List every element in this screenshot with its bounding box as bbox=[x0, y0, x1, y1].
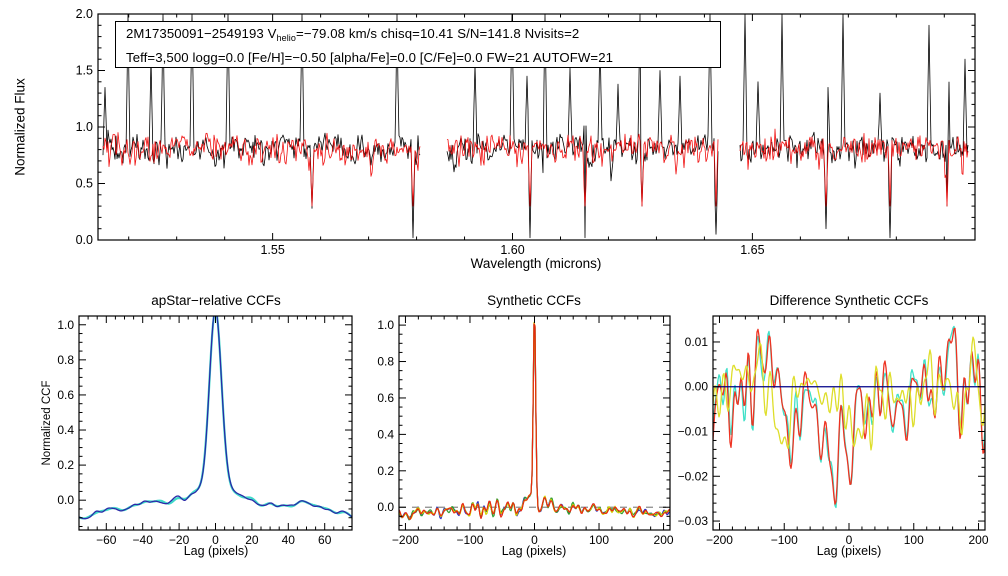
y-tick-label: −0.01 bbox=[678, 425, 709, 439]
y-tick-label: −0.02 bbox=[678, 469, 709, 483]
y-tick-label: 0.0 bbox=[377, 500, 394, 514]
panel-title-synthetic: Synthetic CCFs bbox=[487, 293, 581, 308]
synthetic-axes: −200 −100 0 100 200 0.0 0.2 0.4 0.6 0.8 1.0 bbox=[377, 315, 674, 547]
y-tick-label: 0.2 bbox=[377, 464, 394, 478]
y-tick-label: 0.5 bbox=[76, 177, 93, 191]
y-tick-label: −0.03 bbox=[678, 514, 709, 528]
x-tick-label: 40 bbox=[282, 533, 296, 547]
x-tick-label: 0 bbox=[212, 533, 219, 547]
y-tick-label: 0.8 bbox=[57, 353, 74, 367]
annotation-line1-stats: =−79.08 km/s chisq=10.41 S/N=141.8 Nvisi… bbox=[296, 26, 580, 41]
spectrum-plot-area bbox=[102, 14, 969, 239]
y-tick-label: 1.0 bbox=[76, 120, 93, 134]
x-tick-label: 0 bbox=[531, 533, 538, 547]
synthetic-fit-seg1 bbox=[102, 132, 421, 207]
annotation-vhelio-subscript: helio bbox=[276, 33, 297, 43]
apstar-plot-area bbox=[79, 316, 352, 520]
annotation-target-vhelio: 2M17350091−2549193 V bbox=[126, 26, 277, 41]
difference-axes: −200 −100 0 100 200 0.01 0.00 −0.01 −0.02 −0.03 bbox=[678, 315, 989, 547]
spectrum-panel: 1.55 1.60 1.65 0.0 0.5 1.0 1.5 2.0 bbox=[76, 7, 976, 257]
apstar-xlabel: Lag (pixels) bbox=[183, 544, 249, 558]
spectrum-axes: 1.55 1.60 1.65 0.0 0.5 1.0 1.5 2.0 bbox=[76, 7, 976, 257]
spectrum-annotation-box: 2M17350091−2549193 Vhelio=−79.08 km/s ch… bbox=[115, 21, 721, 68]
difference-xlabel: Lag (pixels) bbox=[816, 544, 882, 558]
x-tick-label: 200 bbox=[969, 533, 989, 547]
y-tick-label: 0.0 bbox=[57, 493, 74, 507]
synthetic-fit-seg2 bbox=[446, 133, 719, 207]
x-tick-label: −200 bbox=[392, 533, 419, 547]
synth-ccf-comb bbox=[399, 321, 670, 520]
panel-title-difference: Difference Synthetic CCFs bbox=[769, 293, 929, 308]
y-tick-label: 0.8 bbox=[377, 355, 394, 369]
observed-spectrum-seg3 bbox=[739, 14, 969, 239]
x-tick-label: −60 bbox=[96, 533, 117, 547]
x-tick-label: 200 bbox=[654, 533, 674, 547]
x-tick-label: 1.60 bbox=[500, 243, 524, 257]
synth-ccf-visit1 bbox=[399, 324, 670, 520]
x-tick-label: 100 bbox=[589, 533, 609, 547]
y-tick-label: 0.6 bbox=[377, 391, 394, 405]
y-tick-label: 1.0 bbox=[57, 318, 74, 332]
x-tick-label: −200 bbox=[706, 533, 733, 547]
y-tick-label: 0.4 bbox=[57, 423, 74, 437]
annotation-line2: Teff=3,500 logg=0.0 [Fe/H]=−0.50 [alpha/… bbox=[126, 50, 614, 65]
difference-panel: −200 −100 0 100 200 0.01 0.00 −0.01 −0.02 −0.03 bbox=[678, 315, 989, 547]
x-tick-label: 20 bbox=[245, 533, 259, 547]
x-tick-label: −100 bbox=[456, 533, 483, 547]
top-ylabel: Normalized Flux bbox=[12, 78, 28, 176]
visit-ccf-2 bbox=[79, 316, 352, 520]
y-tick-label: 2.0 bbox=[76, 7, 93, 21]
y-tick-label: 1.5 bbox=[76, 64, 93, 78]
difference-plot-area bbox=[713, 325, 985, 509]
y-tick-label: 0.00 bbox=[685, 380, 709, 394]
annotation-line1: 2M17350091−2549193 Vhelio=−79.08 km/s ch… bbox=[126, 24, 720, 48]
y-tick-label: 0.2 bbox=[57, 458, 74, 472]
synth-ccf-visit2 bbox=[399, 323, 670, 521]
synthetic-plot-area bbox=[399, 321, 670, 521]
y-tick-label: 0.6 bbox=[57, 388, 74, 402]
x-tick-label: 1.65 bbox=[740, 243, 764, 257]
x-tick-label: 60 bbox=[318, 533, 332, 547]
synthetic-xlabel: Lag (pixels) bbox=[501, 544, 567, 558]
x-tick-label: 1.55 bbox=[260, 243, 284, 257]
diff-ccf-3 bbox=[713, 336, 985, 451]
synth-ccf-best bbox=[399, 323, 670, 520]
diff-ccf-2 bbox=[713, 327, 985, 505]
x-tick-label: −40 bbox=[133, 533, 154, 547]
apstar-axes: −60 −40 −20 0 20 40 60 0.0 0.2 0.4 0.6 0.8 1.0 bbox=[57, 315, 353, 547]
x-tick-label: 0 bbox=[846, 533, 853, 547]
panel-title-apstar: apStar−relative CCFs bbox=[151, 293, 281, 308]
apstar-panel: −60 −40 −20 0 20 40 60 0.0 0.2 0.4 0.6 0.8 1.0 bbox=[57, 315, 353, 547]
synthetic-panel: −200 −100 0 100 200 0.0 0.2 0.4 0.6 0.8 1.0 bbox=[377, 315, 674, 547]
x-tick-label: −20 bbox=[169, 533, 190, 547]
synthetic-fit-seg3 bbox=[739, 128, 969, 207]
top-xlabel: Wavelength (microns) bbox=[470, 256, 602, 271]
y-tick-label: 0.4 bbox=[377, 427, 394, 441]
x-tick-label: −100 bbox=[771, 533, 798, 547]
y-tick-label: 0.01 bbox=[685, 335, 709, 349]
x-tick-label: 100 bbox=[904, 533, 924, 547]
visit-ccf-1 bbox=[79, 316, 352, 520]
y-tick-label: 0.0 bbox=[76, 233, 93, 247]
apstar-ylabel: Normalized CCF bbox=[41, 380, 53, 466]
y-tick-label: 1.0 bbox=[377, 318, 394, 332]
